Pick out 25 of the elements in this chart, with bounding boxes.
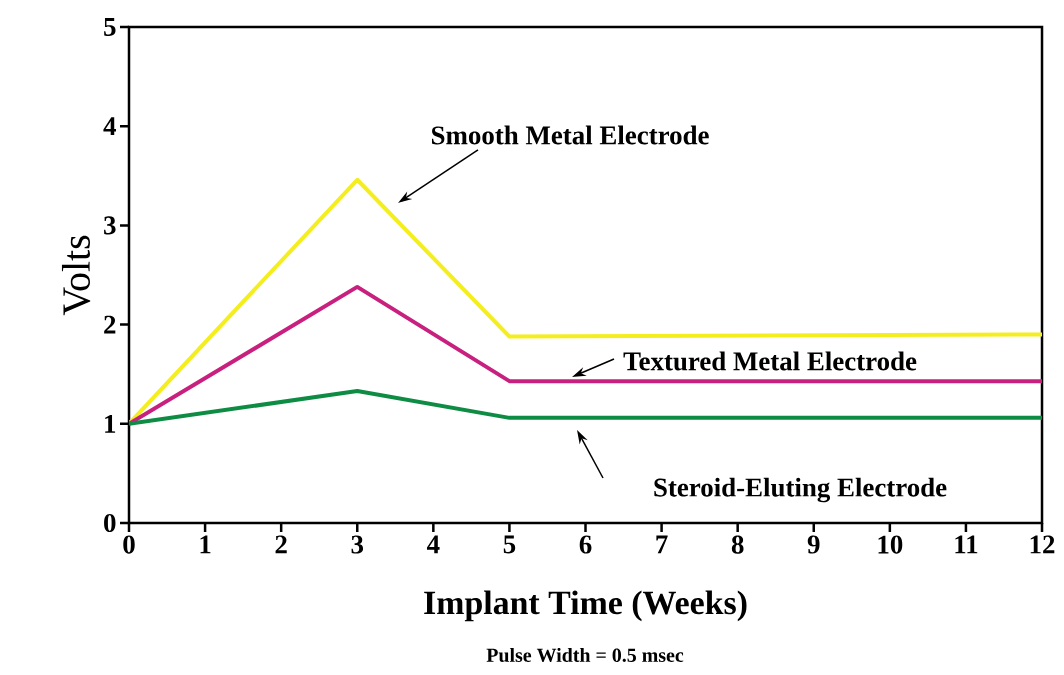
x-tick-label: 9	[807, 535, 820, 554]
x-tick-label: 5	[503, 535, 516, 554]
x-tick-label: 1	[200, 535, 211, 554]
x-tick-label: 0	[123, 535, 135, 554]
y-tick-label: 4	[103, 117, 116, 136]
y-axis-title: Volts	[61, 235, 91, 316]
x-tick-label: 7	[656, 535, 668, 554]
y-tick-label: 0	[104, 513, 116, 533]
y-tick-label: 2	[104, 315, 116, 334]
y-tick-label: 3	[104, 216, 116, 235]
x-tick-label: 10	[878, 535, 903, 554]
x-tick-label: 12	[1030, 535, 1055, 554]
text: Steroid-Eluting Electrode	[654, 477, 947, 503]
y-tick-label: 5	[104, 18, 116, 36]
x-tick-label: 3	[351, 535, 364, 554]
y-tick-label: 1	[105, 414, 116, 433]
x-tick-label: 11	[955, 535, 978, 554]
x-tick-label: 6	[579, 535, 592, 554]
x-tick-label: 8	[731, 535, 744, 554]
series-label: Textured Metal Electrode	[623, 351, 917, 371]
text: Smooth Metal Electrode	[432, 125, 709, 145]
x-axis-title: Implant Time (Weeks)	[424, 590, 747, 622]
x-tick-label: 2	[275, 535, 287, 554]
x-tick-label: 4	[426, 535, 440, 554]
text: Pulse Width = 0.5 msec	[486, 647, 684, 663]
